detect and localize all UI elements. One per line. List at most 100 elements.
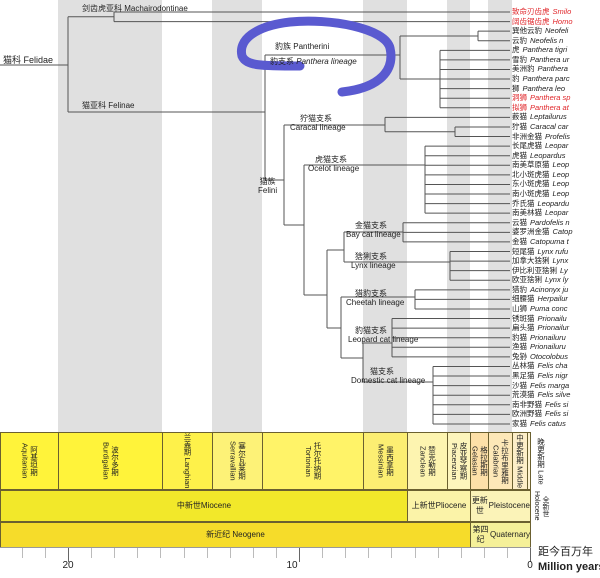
species-label: 南美林猫 Leopar [512,208,568,217]
species-latin: Prionailuru [530,332,566,342]
species-label: 荒漠猫 Felis silve [512,390,570,399]
stage-gelasian: 格拉斯期 Gelasian [470,432,489,490]
species-latin: Panthera [537,64,568,74]
species-label: 加拿大猞猁 Lynx [512,256,568,265]
species-label: 细腰猫 Herpailur [512,294,568,303]
species-zh: 锈斑猫 [512,313,535,323]
clade-domestic-cat-lineage: 猫支系 Domestic cat lineage [351,367,426,385]
clade-cheetah-lineage: 猎豹支系 Cheetah lineage [346,289,405,307]
axis-tick [460,548,462,558]
species-latin: Neofeli [545,26,569,36]
species-latin: Otocolobus [530,351,568,361]
stage-messinian: 墨西拿期 Messinian [363,432,408,490]
stage-late-bar [527,432,531,490]
species-zh: 黑足猫 [512,371,535,381]
species-zh: 豹 [512,74,520,84]
time-band [58,0,162,432]
axis-tick [414,548,416,558]
species-label: 美洲豹 Panthera [512,64,568,73]
species-label: 乔氏猫 Leopardu [512,199,569,208]
axis-tick [44,548,46,558]
species-zh: 巽他云豹 [512,26,542,36]
species-latin: Leop [552,160,570,170]
species-latin: Leopardu [537,198,570,208]
species-latin: Lynx ly [545,275,569,285]
species-zh: 家猫 [512,418,527,428]
species-latin: Homo [552,16,573,26]
species-label: 致命刃齿虎 Smilo [512,7,571,16]
species-latin: Neofelis n [530,35,564,45]
species-label: 伊比利亚猞猁 Ly [512,266,568,275]
axis-tick [530,548,531,562]
clade-pantherini: 豹族 Pantherini [275,42,330,51]
axis-tick [345,548,347,558]
axis-tick [483,548,485,558]
stage-serravallian: 塞尔瓦莱期 Serravallian [212,432,263,490]
time-axis [0,547,531,548]
axis-tick [299,548,300,562]
species-latin: Puma conc [530,303,568,313]
stage-langhian: 兰盖期 Langhian [162,432,213,490]
species-zh: 云豹 [512,35,527,45]
species-latin: Felis cha [537,361,568,371]
species-latin: Prionailu [537,313,567,323]
species-zh: 拟狮 [512,102,527,112]
species-zh: 欧亚猞猁 [512,275,542,285]
species-label: 狮 Panthera leo [512,84,565,93]
axis-tick [322,548,324,558]
species-latin: Ly [560,265,568,275]
epoch-pleistocene: 更新世 Pleistocene [470,490,531,522]
species-zh: 欧洲野猫 [512,409,542,419]
species-label: 非洲金猫 Profelis [512,132,570,141]
species-label: 云豹 Neofelis n [512,36,563,45]
species-zh: 荒漠猫 [512,390,535,400]
species-label: 短尾猫 Lynx rufu [512,247,568,256]
species-latin: Panthera sp [530,93,571,103]
clade-panthera-lineage: 豹支系 Panthera lineage [270,57,357,66]
species-label: 沙猫 Felis marga [512,381,569,390]
species-zh: 山狮 [512,303,527,313]
clade-ocelot-lineage: 虎猫支系 Ocelot lineage [308,155,360,173]
species-latin: Felis catus [530,418,566,428]
epoch-miocene: 中新世 Miocene [0,490,408,522]
species-zh: 薮猫 [512,112,527,122]
species-label: 薮猫 Leptailurus [512,112,567,121]
species-latin: Leop [552,169,570,179]
species-label: 虎 Panthera tigri [512,45,567,54]
species-latin: Leop [552,189,570,199]
epoch-pliocene: 上新世 Pliocene [407,490,471,522]
axis-tick [21,548,23,558]
species-label: 北小斑虎猫 Leop [512,170,569,179]
axis-tick [137,548,139,558]
species-zh: 短尾猫 [512,246,535,256]
species-label: 巽他云豹 Neofeli [512,26,568,35]
species-label: 南小斑虎猫 Leop [512,189,569,198]
tick-label-20: 20 [62,560,74,571]
species-label: 狞猫 Caracal car [512,122,568,131]
species-latin: Panthera at [530,102,569,112]
clade-caracal-lineage: 狞猫支系 Caracal lineage [290,114,346,132]
species-label: 豹 Panthera parc [512,74,570,83]
species-latin: Lynx rufu [537,246,569,256]
axis-tick [183,548,185,558]
clade-felini: 猫族 Felini [258,177,278,195]
clade-felinae: 猫亚科 Felinae [82,101,135,110]
species-zh: 长尾虎猫 [512,141,542,151]
species-label: 婆罗洲金猫 Catop [512,227,573,236]
axis-tick [160,548,162,558]
species-zh: 乔氏猫 [512,198,535,208]
species-latin: Pardofelis n [530,217,570,227]
species-label: 家猫 Felis catus [512,419,566,428]
species-label: 欧洲野猫 Felis si [512,409,568,418]
species-label: 阔齿锯齿虎 Homo [512,17,573,26]
stage-middle: 中更新期 Middle [512,432,528,490]
species-latin: Leptailurus [530,112,567,122]
stage-late: 晚更新期 Late [536,437,546,485]
species-zh: 婆罗洲金猫 [512,227,550,237]
species-latin: Lynx [552,256,569,266]
species-label: 金猫 Catopuma t [512,237,569,246]
species-label: 拟狮 Panthera at [512,103,569,112]
clade-lynx-lineage: 猞猁支系 Lynx lineage [351,252,396,270]
species-latin: Panthera tigri [522,45,568,55]
